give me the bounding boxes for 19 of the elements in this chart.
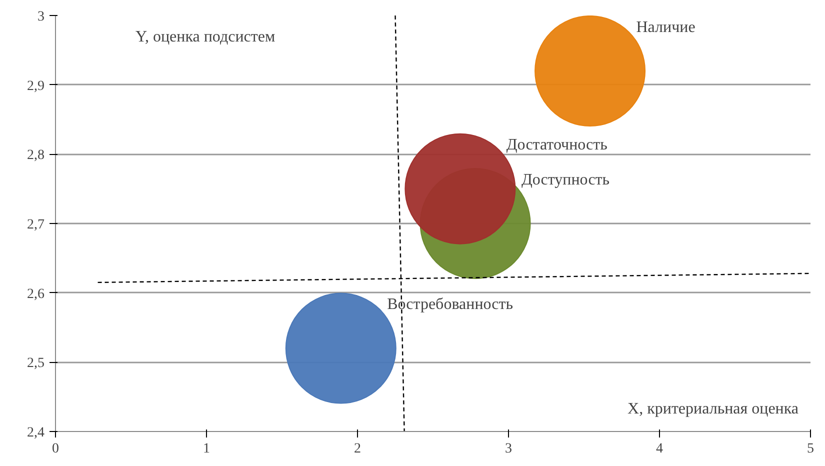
x-tick-label: 5	[807, 442, 814, 456]
y-tick-label: 2,4	[27, 426, 44, 440]
series-label: Доступность	[521, 171, 610, 188]
x-axis-title: X, критериальная оценка	[628, 400, 798, 418]
y-tick-label: 2,8	[27, 148, 44, 164]
x-tick-label: 1	[203, 442, 210, 456]
x-tick-label: 4	[656, 442, 663, 456]
y-tick-label: 2,5	[27, 356, 44, 372]
series-label: Востребованность	[387, 296, 514, 314]
x-tick-label: 2	[354, 442, 361, 456]
y-tick-label: 2,9	[27, 78, 44, 94]
series-label: Наличие	[636, 18, 696, 36]
y-tick-label: 2,6	[27, 286, 44, 302]
x-tick-label: 0	[52, 442, 59, 456]
y-axis-title: Y, оценка подсистем	[136, 28, 276, 46]
x-tick-label: 3	[505, 442, 512, 456]
y-tick-label: 2,7	[27, 218, 44, 232]
series-label: Достаточность	[506, 136, 608, 154]
y-tick-label: 3	[38, 10, 44, 24]
